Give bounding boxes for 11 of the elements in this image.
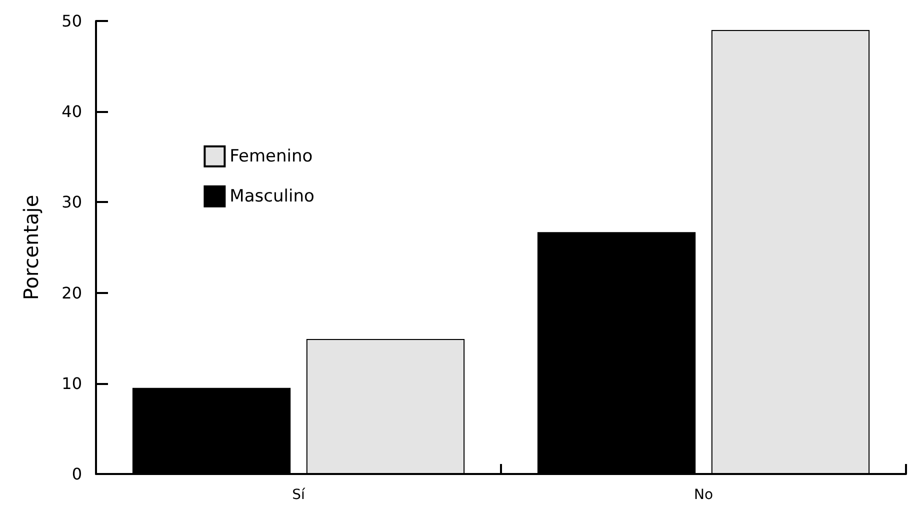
y-tick-label: 20 — [62, 283, 82, 302]
y-tick-label: 40 — [62, 102, 82, 122]
legend-label: Femenino — [230, 146, 313, 166]
x-tick-label: Sí — [292, 487, 306, 503]
x-tick-label: No — [694, 487, 714, 503]
legend-label: Masculino — [230, 186, 314, 206]
y-tick-label: 30 — [62, 192, 82, 212]
y-tick-label: 50 — [62, 12, 82, 30]
y-tick-label: 10 — [62, 374, 82, 393]
y-tick-label: 0 — [72, 464, 82, 484]
y-axis-title: Porcentaje — [19, 194, 43, 300]
